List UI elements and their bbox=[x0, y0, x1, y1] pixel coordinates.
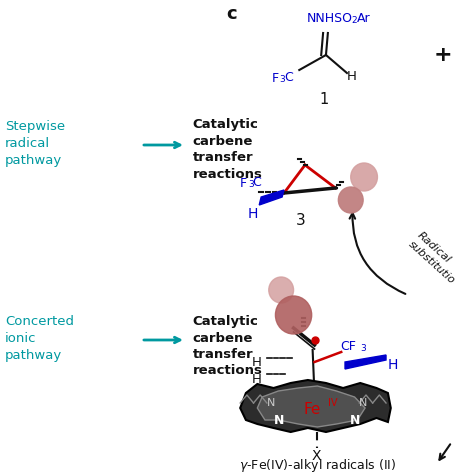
Text: N: N bbox=[266, 398, 275, 408]
Text: N: N bbox=[350, 414, 361, 428]
Polygon shape bbox=[240, 380, 391, 432]
Text: N: N bbox=[274, 414, 284, 428]
Text: NNHSO: NNHSO bbox=[307, 12, 353, 25]
Text: 1: 1 bbox=[319, 92, 328, 107]
Circle shape bbox=[275, 296, 312, 334]
Text: 2: 2 bbox=[352, 16, 357, 25]
Text: Stepwise
radical
pathway: Stepwise radical pathway bbox=[5, 120, 65, 167]
Text: 3: 3 bbox=[295, 213, 305, 228]
Circle shape bbox=[269, 277, 293, 303]
Text: Catalytic
carbene
transfer
reactions: Catalytic carbene transfer reactions bbox=[192, 118, 263, 181]
Text: Ar: Ar bbox=[356, 12, 370, 25]
Text: F: F bbox=[240, 177, 247, 190]
Polygon shape bbox=[345, 355, 386, 369]
Text: CF: CF bbox=[340, 340, 356, 353]
Text: C: C bbox=[253, 176, 261, 189]
Text: X: X bbox=[312, 449, 321, 463]
Text: 3: 3 bbox=[248, 180, 254, 189]
Circle shape bbox=[338, 187, 363, 213]
Text: 3: 3 bbox=[360, 344, 366, 353]
Text: C: C bbox=[284, 71, 293, 84]
Text: c: c bbox=[226, 5, 237, 23]
Text: Catalytic
carbene
transfer
reactions: Catalytic carbene transfer reactions bbox=[192, 315, 263, 377]
Text: Fe: Fe bbox=[304, 402, 321, 418]
Text: Radical
substitutio: Radical substitutio bbox=[407, 230, 465, 286]
Polygon shape bbox=[259, 190, 284, 205]
Text: N: N bbox=[359, 398, 367, 408]
Text: F: F bbox=[272, 72, 279, 85]
Text: $\gamma$-Fe(IV)-alkyl radicals (II): $\gamma$-Fe(IV)-alkyl radicals (II) bbox=[239, 457, 396, 474]
Text: +: + bbox=[434, 45, 452, 65]
Text: H: H bbox=[347, 70, 357, 83]
Polygon shape bbox=[257, 386, 365, 427]
Text: H: H bbox=[388, 358, 398, 372]
Text: H: H bbox=[248, 207, 258, 221]
Text: H: H bbox=[252, 356, 262, 369]
Circle shape bbox=[351, 163, 377, 191]
Text: IV: IV bbox=[328, 398, 337, 408]
Text: H: H bbox=[252, 373, 262, 386]
Text: Concerted
ionic
pathway: Concerted ionic pathway bbox=[5, 315, 74, 362]
Text: 3: 3 bbox=[279, 75, 285, 84]
